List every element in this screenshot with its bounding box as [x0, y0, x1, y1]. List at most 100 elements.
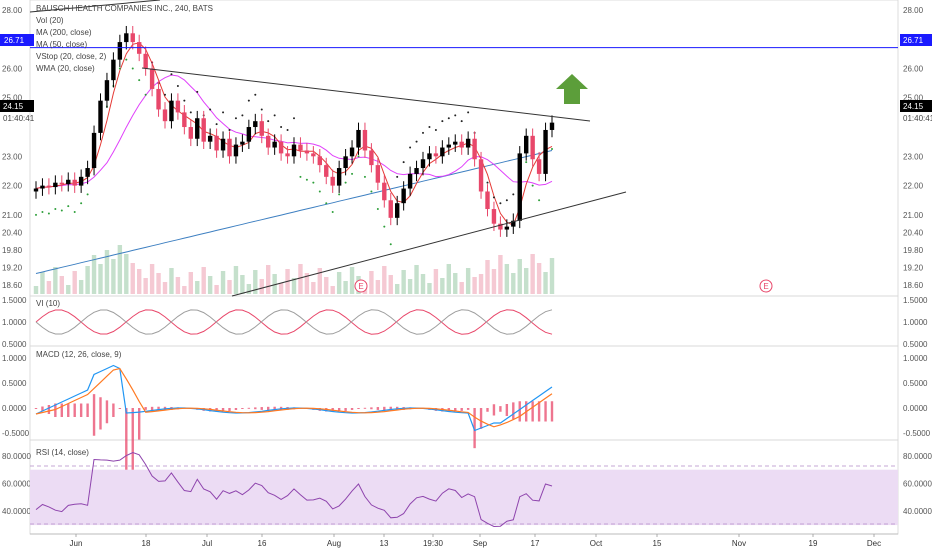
time-tick: Jul — [202, 539, 212, 548]
vstop-dot — [80, 202, 83, 205]
candle-body — [149, 68, 155, 89]
macd-hist-bar — [73, 403, 76, 417]
volume-bar — [266, 265, 271, 294]
vstop-dot — [396, 175, 399, 178]
candle-body — [311, 153, 316, 157]
candles — [33, 25, 555, 237]
indicator-vstop[interactable]: VStop (20, close, 2) — [36, 52, 107, 61]
vstop-dot — [505, 199, 508, 202]
volume-bar — [59, 276, 64, 294]
hline-badge-right: 26.71 — [900, 34, 932, 46]
macd-tick-right: 0.5000 — [903, 379, 928, 388]
macd-hist-bar — [131, 408, 134, 477]
candle-body — [382, 182, 387, 201]
resistance-trendline[interactable] — [141, 67, 591, 122]
vstop-dot — [260, 108, 263, 111]
support-trendline[interactable] — [231, 191, 627, 297]
vi-panel: VI (10) — [35, 299, 553, 335]
candle-body — [259, 121, 264, 136]
macd-hist-bar — [247, 407, 251, 409]
vi-tick-right: 0.5000 — [903, 340, 928, 349]
vstop-dot — [67, 205, 70, 208]
macd-hist-bar — [473, 408, 476, 449]
rsi-title[interactable]: RSI (14, close) — [36, 448, 89, 457]
time-axis[interactable]: Jun 18 Jul 16 Aug 13 19:30 Sep 17 Oct 15 Nov 19 Dec — [70, 534, 882, 548]
last-price-left: 24.15 — [3, 102, 24, 111]
top-trendline-fragment[interactable] — [29, 0, 161, 13]
volume-bar — [53, 267, 58, 294]
vstop-dot — [222, 111, 225, 114]
volume-bar — [72, 271, 77, 294]
volume-bar — [124, 254, 129, 294]
earnings-marker-label-2: E — [763, 282, 768, 291]
candle-body — [427, 153, 432, 160]
earnings-marker-2[interactable]: E — [759, 279, 773, 293]
volume-bar — [446, 264, 451, 294]
volume-bar — [207, 276, 213, 294]
vi-tick-right: 1.0000 — [903, 318, 928, 327]
vstop-dots — [35, 58, 553, 246]
candle-body — [124, 33, 129, 43]
candle-body — [517, 153, 522, 221]
candle-body — [72, 179, 77, 186]
indicator-vol[interactable]: Vol (20) — [36, 16, 64, 25]
volume-bar — [536, 263, 542, 294]
rsi-tick-left: 80.0000 — [2, 452, 31, 461]
macd-tick-right: -0.5000 — [903, 429, 931, 438]
vstop-dot — [312, 181, 315, 184]
candle-body — [169, 100, 174, 122]
macd-hist-bar — [79, 403, 83, 417]
candle-body — [53, 182, 58, 188]
candle-body — [336, 168, 342, 186]
candle-body — [356, 129, 361, 148]
volume-bar — [485, 260, 490, 294]
volume-bar — [175, 277, 181, 294]
panel-frame-2 — [29, 345, 899, 441]
macd-hist-bar — [241, 408, 244, 409]
macd-hist-bar — [86, 403, 89, 417]
price-tick-right: 20.40 — [903, 228, 924, 237]
indicator-wma[interactable]: WMA (20, close) — [36, 64, 95, 73]
price-panel: E E BAUSCH HEALTH COMPANIES INC., 240, B… — [29, 0, 898, 297]
vi-tick-left: 1.5000 — [2, 296, 27, 305]
volume-bar — [465, 268, 471, 294]
vi-title[interactable]: VI (10) — [36, 299, 60, 308]
indicator-ma50[interactable]: MA (50, close) — [36, 40, 87, 49]
candle-body — [440, 147, 445, 157]
vstop-dot — [318, 190, 321, 193]
vstop-dot — [241, 114, 244, 117]
earnings-marker[interactable]: E — [354, 279, 368, 293]
candle-body — [33, 188, 39, 192]
rsi-tick-right: 40.0000 — [903, 507, 932, 516]
candle-body — [304, 150, 310, 154]
vstop-dot — [299, 175, 302, 178]
volume-bar — [66, 285, 71, 294]
time-tick: Dec — [867, 539, 881, 548]
volume-bar — [111, 259, 116, 294]
volume-bar — [343, 281, 348, 294]
volume-bar — [227, 280, 232, 294]
candle-body — [201, 118, 206, 142]
macd-hist-bar — [157, 406, 160, 411]
macd-tick-left: 0.5000 — [2, 379, 27, 388]
vstop-dot — [293, 117, 295, 120]
macd-title[interactable]: MACD (12, 26, close, 9) — [36, 350, 122, 359]
volume-bar — [524, 268, 529, 294]
vstop-dot — [215, 123, 218, 126]
candle-body — [446, 144, 451, 148]
candle-body — [246, 127, 252, 142]
candle-body — [46, 185, 52, 188]
candle-body — [324, 165, 329, 177]
vstop-dot — [402, 161, 405, 164]
vstop-dot — [267, 120, 270, 123]
macd-hist-bar — [531, 401, 534, 422]
candle-body — [240, 141, 245, 145]
macd-hist-bar — [454, 408, 457, 412]
volume-bar — [530, 254, 535, 294]
volume-bar — [98, 264, 103, 294]
indicator-ma200[interactable]: MA (200, close) — [36, 28, 92, 37]
price-axis[interactable]: 28.0028.0027.0027.0026.0026.0025.0025.00… — [2, 6, 932, 516]
macd-hist-bar — [228, 408, 231, 411]
vstop-dot — [209, 108, 212, 111]
macd-hist-bar — [150, 406, 154, 411]
